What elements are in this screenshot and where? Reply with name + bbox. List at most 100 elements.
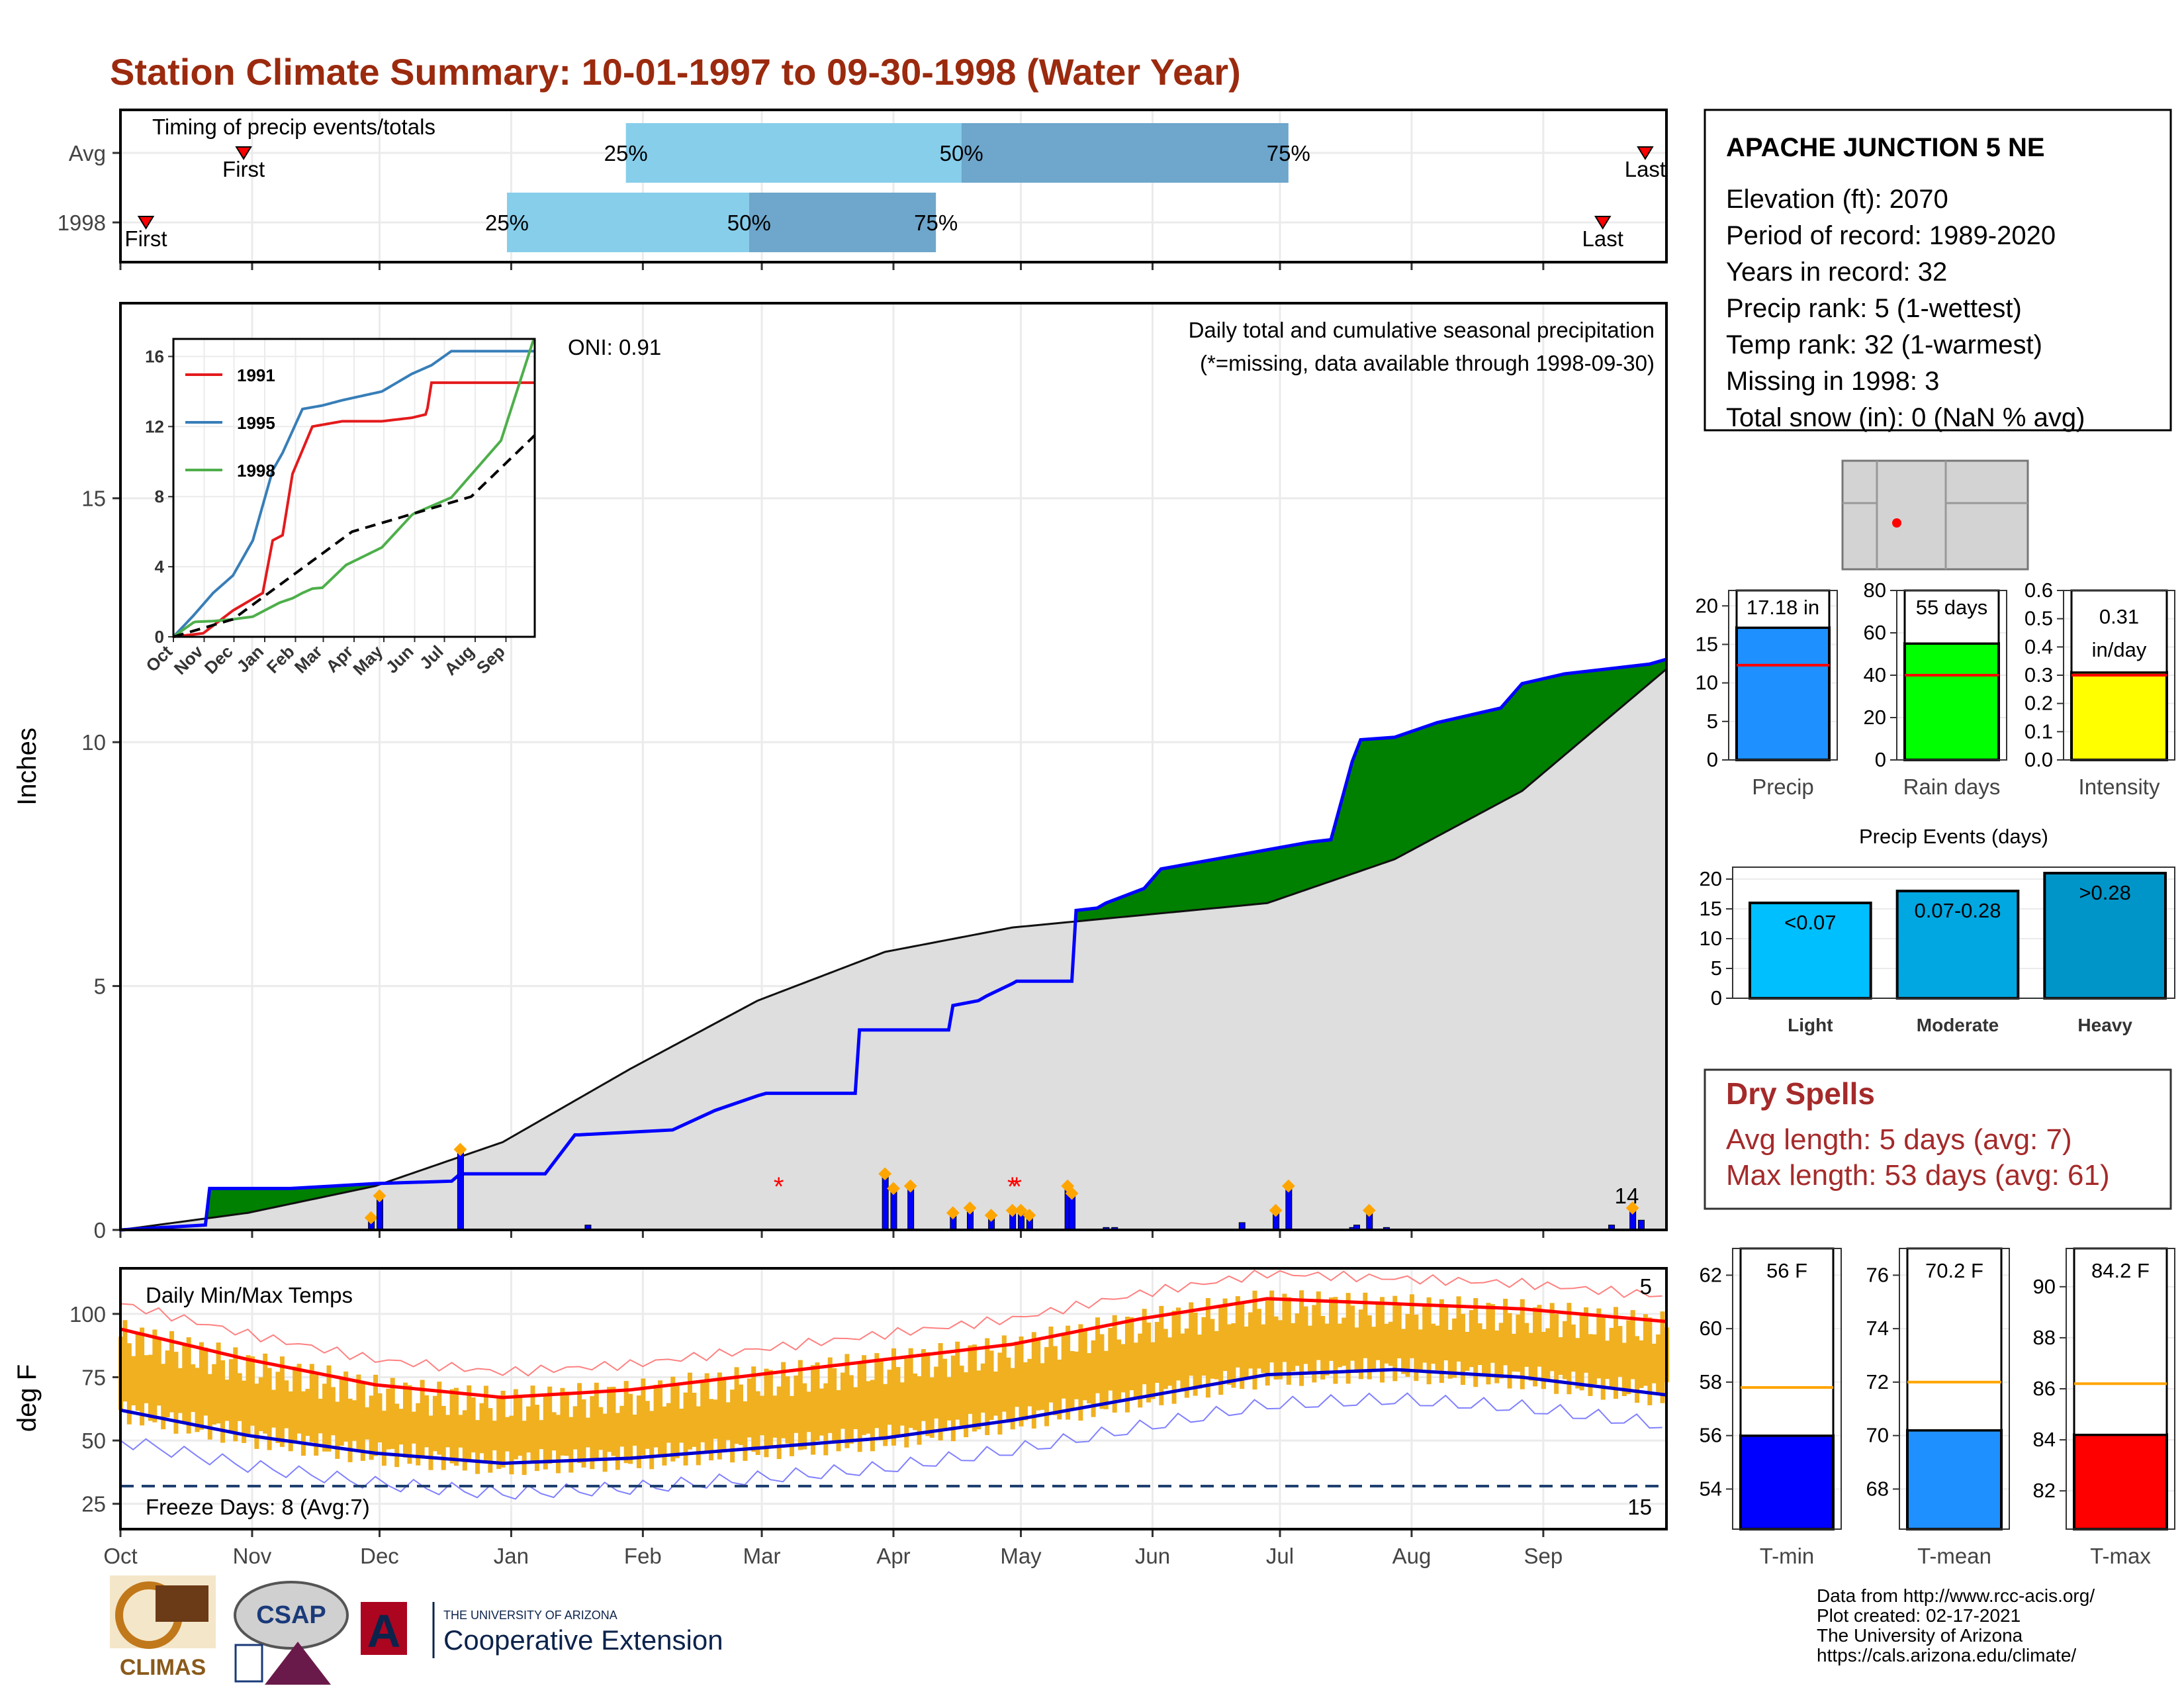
timing-q50-q75-bar [961,123,1289,183]
daily-temp-bar [743,1401,748,1461]
daily-temp-bar [1001,1335,1007,1412]
daily-temp-bar [1503,1299,1508,1366]
inset-series-line [173,434,536,638]
daily-temp-bar [619,1405,625,1447]
daily-temp-bar [1409,1294,1414,1358]
daily-temp-bar [360,1382,365,1461]
timing-q25-label: 25% [485,211,529,235]
tmin-stat-tick-label: 60 [1700,1317,1722,1340]
inset-legend-label: 1998 [237,461,275,481]
rain-days-tick-label: 60 [1864,621,1886,644]
daily-temp-bar [207,1374,212,1440]
daily-temp-bar [938,1342,943,1441]
tmax-stat-label-box [2073,1247,2168,1436]
daily-temp-bar [233,1347,238,1442]
daily-precip-marker [364,1211,378,1225]
daily-temp-bar [1537,1305,1542,1367]
precip-total-tick-label: 20 [1696,594,1718,617]
timing-q25-label: 25% [604,141,648,165]
daily-temp-bar [1031,1332,1036,1429]
station-name: APACHE JUNCTION 5 NE [1726,133,2045,162]
daily-temp-bar [267,1368,272,1450]
dry-spells-box [1704,1068,2172,1210]
daily-temp-bar [513,1389,518,1460]
daily-temp-bar [823,1383,829,1456]
daily-temp-bar [1329,1297,1334,1361]
daily-temp-bar [878,1360,884,1440]
daily-precip-marker [373,1189,387,1203]
university-of-arizona-logo: A THE UNIVERSITY OF ARIZONA Cooperative … [361,1602,723,1658]
main-y-tick-label: 0 [94,1218,106,1243]
daily-temp-bar [649,1411,655,1470]
daily-temp-bar [598,1407,604,1450]
timing-q25-q50-bar [625,123,962,183]
daily-temp-bar [1286,1297,1291,1385]
daily-temp-bar [1303,1306,1308,1364]
daily-temp-bar [1384,1323,1389,1364]
daily-temp-bar [1626,1320,1631,1395]
daily-temp-bar [577,1383,582,1464]
daily-precip-marker [887,1182,900,1196]
daily-temp-bar [1307,1325,1312,1373]
timing-q75-label: 75% [914,211,958,235]
daily-temp-bar [1494,1330,1500,1383]
daily-temp-bar [314,1374,319,1456]
daily-temp-bar [980,1363,985,1413]
rain-days-bar [1903,642,2000,761]
daily-temp-bar [1570,1324,1576,1372]
daily-temp-bar [1605,1340,1610,1380]
daily-temp-bar [1473,1297,1479,1387]
timing-q75-label: 75% [1267,141,1310,165]
daily-temp-bar [462,1410,467,1471]
intensity-unit-label: in/day [2092,638,2147,661]
daily-temp-bar [152,1329,158,1423]
rain-days-value-label: 55 days [1916,596,1988,619]
main-frame [119,302,1668,1231]
daily-temp-bar [848,1375,854,1444]
station-info-line: Temp rank: 32 (1-warmest) [1726,330,2042,359]
timing-panel: Avg 25% 50% 75% First Last 1998 25% 50% 75% First L… [58,109,1668,270]
daily-temp-bar [1015,1341,1020,1407]
daily-temp-bar [929,1377,934,1438]
daily-temp-bar [1333,1297,1338,1384]
tmean-stat-tick-label: 74 [1866,1317,1889,1340]
daily-temp-bar [623,1381,629,1464]
precip-total-x-label: Precip [1752,774,1814,799]
daily-temp-bar [271,1389,277,1428]
daily-temp-bar [772,1395,778,1438]
daily-temp-bar [666,1403,671,1443]
station-location-dot [1892,518,1901,528]
intensity-x-label: Intensity [2079,774,2160,799]
daily-temp-bar [840,1372,845,1429]
daily-temp-bar [1235,1296,1240,1368]
daily-temp-bar [1036,1340,1041,1411]
daily-temp-bar [467,1385,472,1460]
daily-temp-bar [1244,1326,1249,1378]
daily-temp-bar [1129,1317,1134,1391]
daily-temp-bar [717,1372,722,1460]
daily-temp-bar [806,1391,811,1432]
daily-temp-bar [1261,1324,1266,1374]
precip-total-tick-label: 5 [1707,710,1718,733]
daily-temp-bar [1363,1292,1368,1358]
daily-precip-marker [878,1167,892,1181]
daily-temp-bar [1091,1340,1096,1417]
daily-temp-bar [913,1373,918,1430]
record-high-line [120,1269,1662,1377]
daily-temp-bar [309,1364,314,1442]
daily-temp-bar [1095,1317,1101,1393]
daily-precip-bar [882,1173,889,1231]
daily-temp-bar [1524,1323,1529,1367]
daily-temp-bar [1354,1327,1359,1373]
daily-temp-bar [1057,1359,1062,1420]
daily-temp-bar [1609,1327,1614,1387]
inset-series-line [173,381,535,638]
timing-last-label: Last [1625,157,1666,181]
daily-temp-bar [1184,1328,1189,1398]
daily-temp-bar [394,1403,400,1468]
daily-temp-bar [1027,1358,1032,1407]
daily-temp-bar [237,1373,242,1421]
inset-y-tick-label: 4 [155,557,165,577]
daily-temp-bar [997,1352,1003,1435]
